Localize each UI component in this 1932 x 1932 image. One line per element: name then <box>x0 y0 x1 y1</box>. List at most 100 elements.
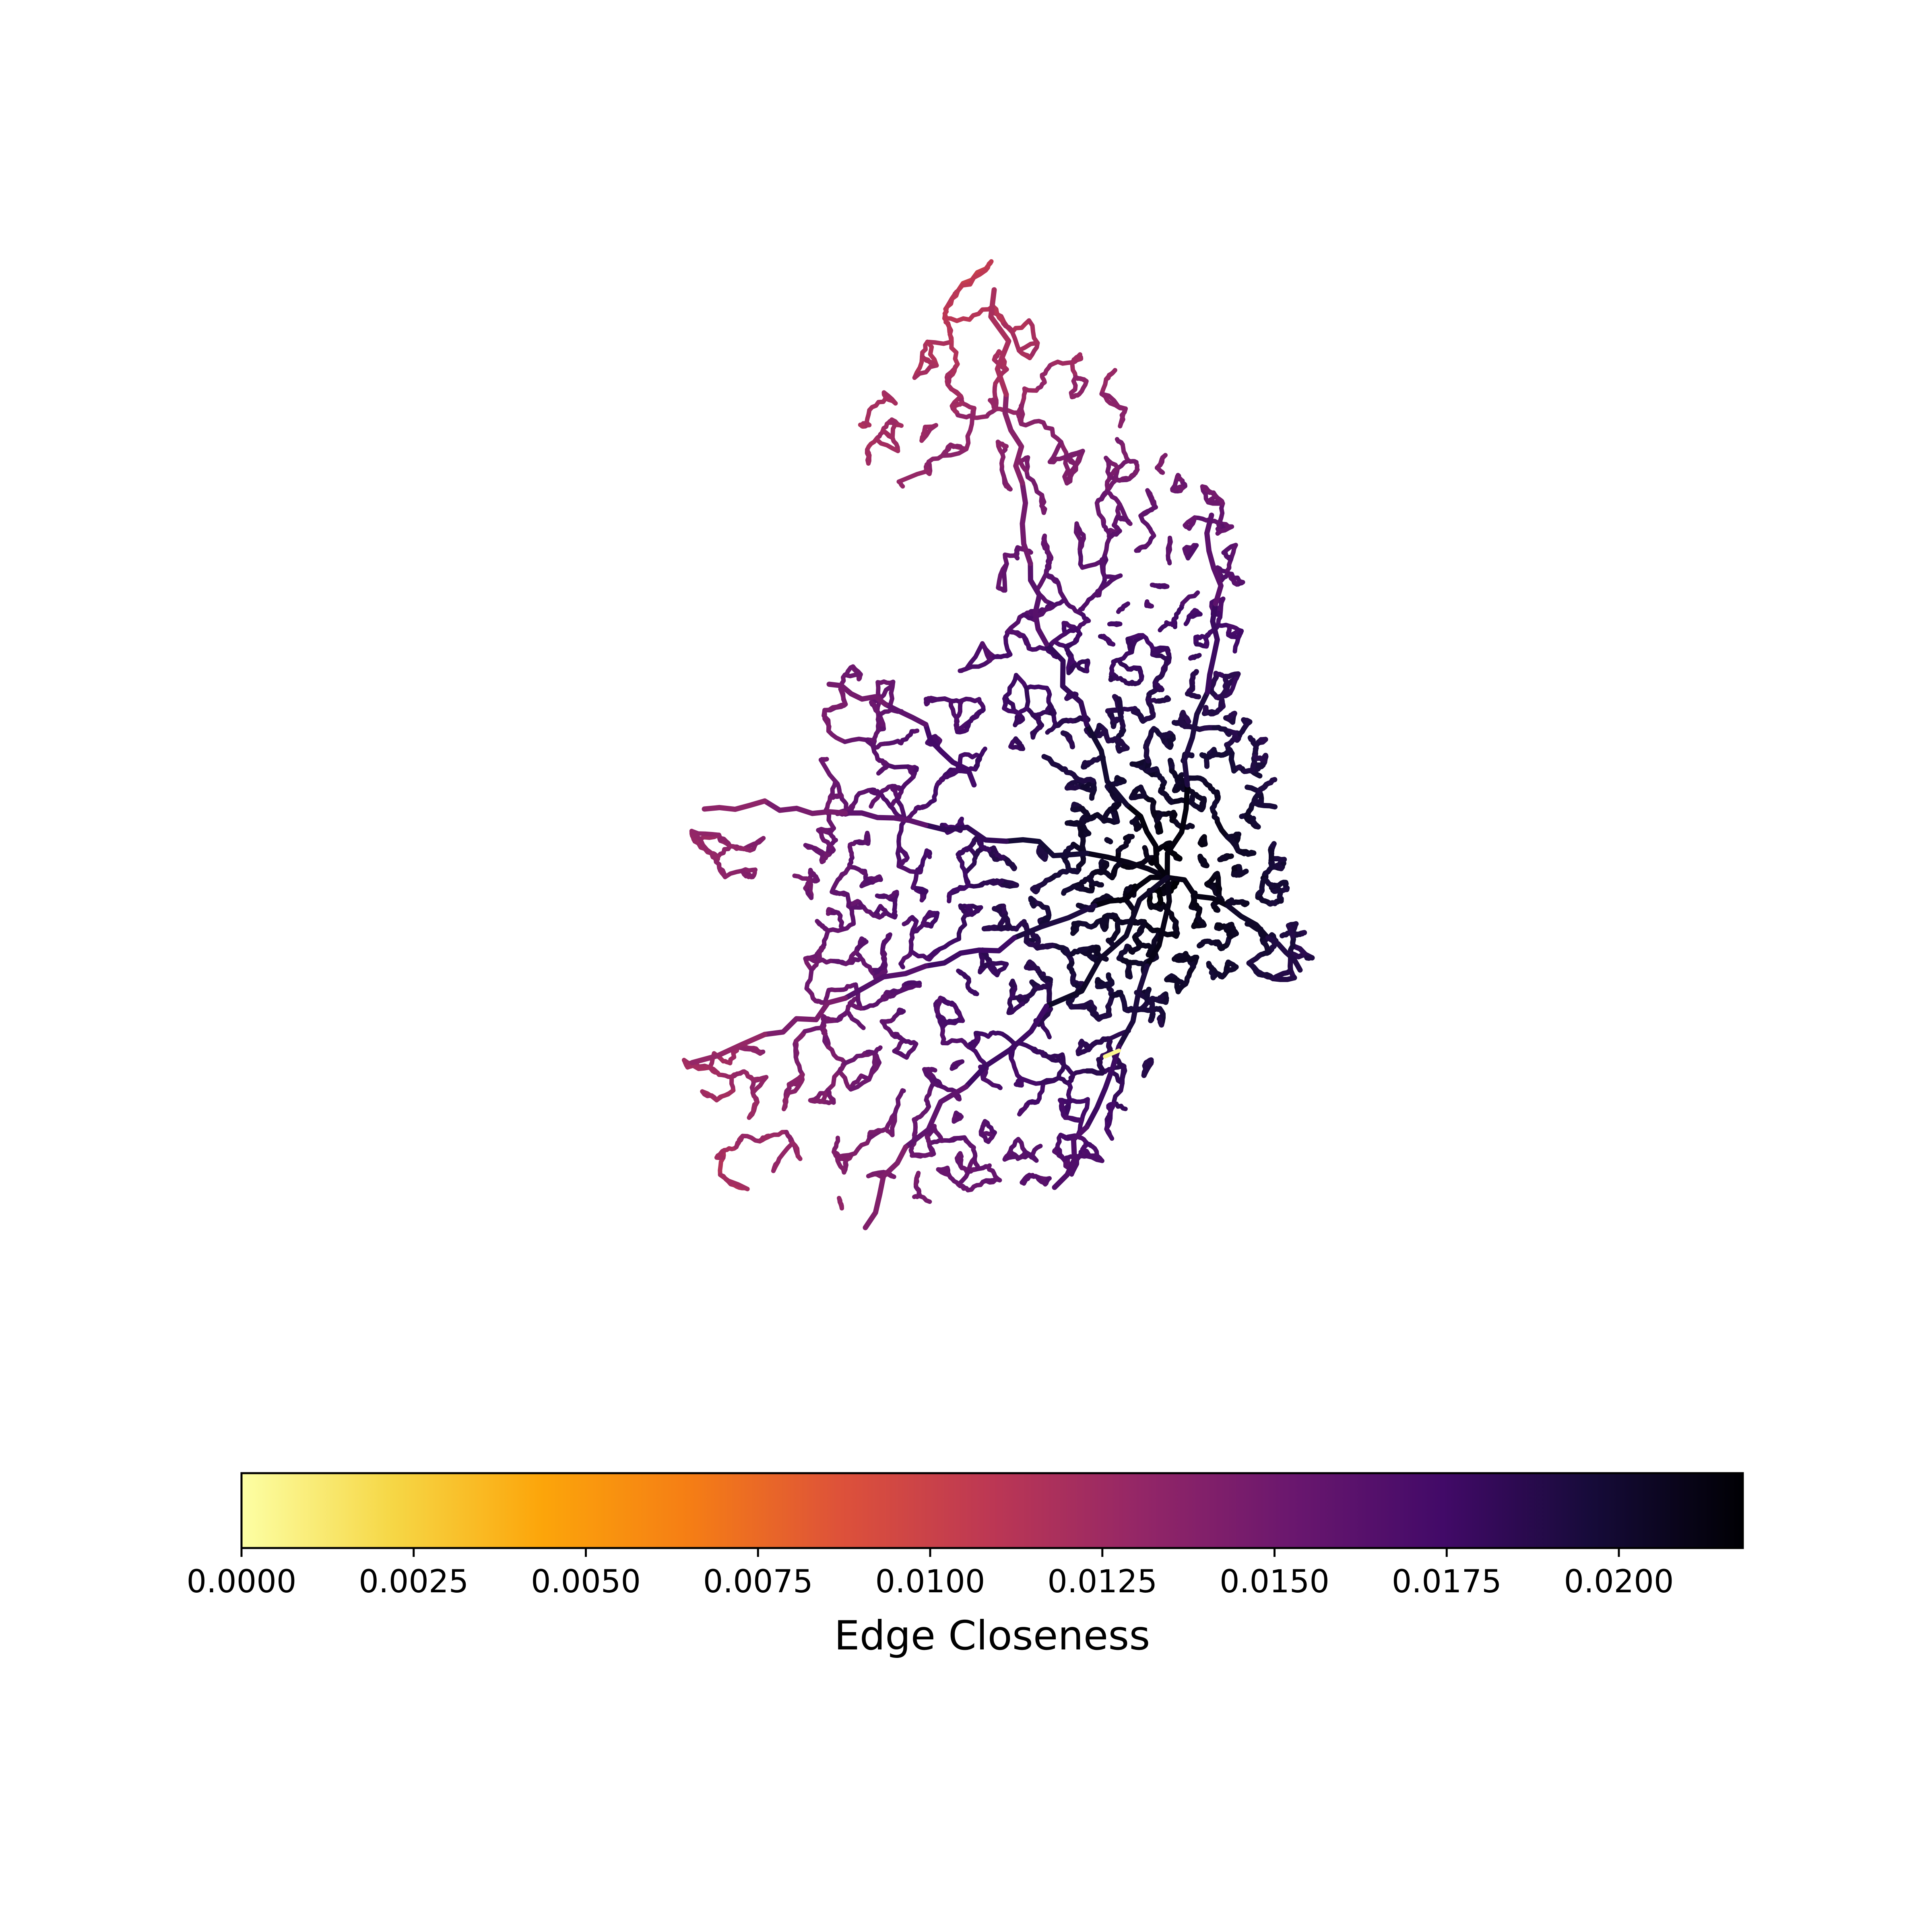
road-edge <box>1262 753 1269 764</box>
road-edge <box>1226 633 1241 640</box>
road-edge <box>1064 448 1085 459</box>
road-edge <box>898 962 905 970</box>
road-edge <box>1187 612 1203 619</box>
road-edge <box>1115 775 1127 784</box>
road-edge <box>866 1170 886 1179</box>
road-edge <box>1148 996 1155 1003</box>
road-edge <box>1137 713 1146 724</box>
colorbar-tick-label: 0.0125 <box>1047 1564 1157 1600</box>
road-edge <box>1169 768 1181 781</box>
road-edge <box>963 1003 1049 1090</box>
road-edge <box>1107 528 1122 540</box>
road-edge <box>782 1096 788 1111</box>
road-edge <box>932 782 939 803</box>
road-edge <box>1116 658 1131 672</box>
road-edge <box>1063 598 1081 615</box>
road-edge <box>1274 879 1288 888</box>
road-edge <box>1077 379 1089 396</box>
road-edge <box>842 963 929 1001</box>
road-edge <box>940 447 969 458</box>
road-edge <box>747 1100 760 1120</box>
road-edge <box>996 924 1013 931</box>
road-edge <box>728 844 746 851</box>
road-edge <box>1010 318 1031 335</box>
road-edge <box>1116 601 1130 614</box>
road-edge <box>768 1130 789 1138</box>
road-edge <box>908 766 916 779</box>
road-edge <box>1187 775 1205 782</box>
road-edge <box>1010 330 1021 353</box>
road-edge <box>777 1141 795 1161</box>
road-edge <box>1002 392 1025 486</box>
road-edge <box>892 906 898 920</box>
road-edge <box>883 396 898 406</box>
road-edge <box>1009 1056 1023 1081</box>
road-edge <box>980 1176 999 1184</box>
road-edge <box>1102 728 1111 744</box>
road-edge <box>1145 766 1159 773</box>
road-edge <box>1138 784 1147 799</box>
road-edge <box>1195 915 1207 928</box>
road-edge <box>995 852 1005 860</box>
road-edge <box>1144 875 1172 969</box>
road-edge <box>952 1115 964 1124</box>
road-edge <box>1084 1044 1122 1130</box>
road-edge <box>1260 877 1268 884</box>
road-edge <box>1047 440 1063 464</box>
road-edge <box>1008 1137 1021 1154</box>
colorbar-tick-label: 0.0175 <box>1392 1564 1502 1600</box>
road-edge <box>1099 377 1108 396</box>
road-edge <box>878 784 895 796</box>
road-edge <box>1172 784 1185 793</box>
road-edge <box>1104 1127 1115 1141</box>
road-edge <box>740 868 748 879</box>
road-edge <box>1218 597 1226 617</box>
road-edge <box>793 1038 798 1059</box>
road-edge <box>929 911 940 929</box>
road-edge <box>952 1003 965 1023</box>
road-edge <box>956 846 971 857</box>
road-edge <box>1021 919 1030 933</box>
road-edge <box>828 779 838 799</box>
road-edge <box>1114 476 1132 483</box>
road-edge <box>1060 1052 1066 1068</box>
road-edge <box>947 362 960 379</box>
road-edge <box>1220 749 1232 758</box>
road-edge <box>1055 1146 1066 1162</box>
road-edge <box>1167 733 1176 750</box>
road-edge <box>1246 953 1262 966</box>
road-edge <box>912 363 939 380</box>
road-edge <box>973 754 983 772</box>
road-edge <box>843 949 859 966</box>
road-edge <box>700 1089 719 1102</box>
road-edge <box>1258 737 1268 743</box>
road-edge <box>896 469 929 484</box>
road-edge <box>996 1084 1003 1090</box>
road-edge <box>882 739 900 746</box>
colorbar-label: Edge Closeness <box>834 1612 1150 1659</box>
road-edge <box>945 293 957 310</box>
road-edge <box>1109 659 1116 675</box>
road-edge <box>926 453 945 464</box>
road-edge <box>1022 1172 1032 1186</box>
road-edge <box>822 928 830 947</box>
road-edge <box>1066 1082 1073 1104</box>
road-edge <box>886 763 910 770</box>
road-edge <box>864 877 873 885</box>
road-edge <box>1251 800 1278 810</box>
road-edge <box>1002 1154 1020 1162</box>
road-edge <box>876 763 890 776</box>
road-edge <box>863 1144 908 1230</box>
road-edge <box>910 915 919 924</box>
road-edge <box>992 381 999 402</box>
road-edge <box>826 1069 842 1092</box>
road-edge <box>1180 590 1200 606</box>
road-edge <box>1108 1101 1116 1115</box>
road-edge <box>1039 1075 1061 1086</box>
road-edge <box>716 844 732 859</box>
road-edge <box>750 1075 769 1095</box>
road-edge <box>892 1049 909 1060</box>
road-edge <box>1061 621 1078 631</box>
road-edge <box>1018 1076 1044 1086</box>
road-edge <box>1199 752 1210 760</box>
